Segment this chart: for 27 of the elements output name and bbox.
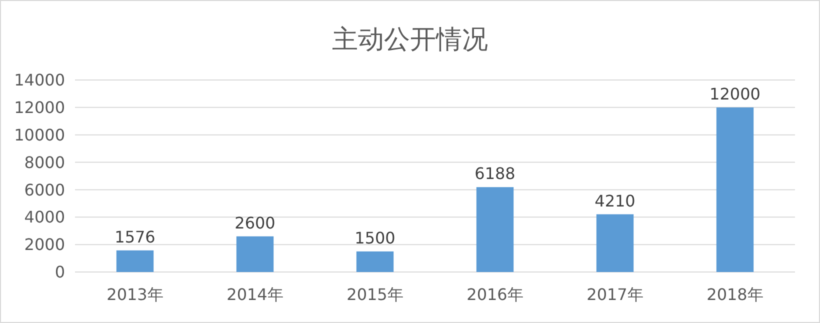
data-label: 6188 bbox=[474, 164, 516, 184]
y-tick-label: 12000 bbox=[14, 98, 65, 118]
bar bbox=[116, 250, 154, 272]
y-tick-label: 6000 bbox=[24, 180, 65, 200]
x-tick-label: 2014年 bbox=[226, 285, 284, 304]
data-label: 12000 bbox=[710, 84, 760, 104]
y-tick-label: 0 bbox=[54, 262, 65, 282]
bar bbox=[236, 236, 274, 272]
x-tick-label: 2017年 bbox=[586, 285, 644, 304]
x-tick-label: 2015年 bbox=[346, 285, 404, 304]
x-tick-label: 2016年 bbox=[466, 285, 524, 304]
bar bbox=[716, 107, 754, 272]
bar bbox=[476, 187, 514, 272]
data-label: 2600 bbox=[234, 213, 276, 232]
bar bbox=[596, 214, 634, 272]
data-label: 4210 bbox=[594, 191, 636, 210]
data-label: 1500 bbox=[354, 228, 396, 248]
y-tick-label: 2000 bbox=[24, 235, 65, 254]
data-label: 1576 bbox=[114, 227, 156, 246]
x-tick-label: 2018年 bbox=[706, 285, 764, 304]
chart-title: 主动公开情况 bbox=[332, 25, 488, 55]
x-tick-label: 2013年 bbox=[106, 285, 164, 304]
y-tick-label: 10000 bbox=[14, 125, 65, 144]
y-tick-label: 4000 bbox=[24, 208, 65, 227]
y-tick-label: 8000 bbox=[24, 152, 65, 172]
y-tick-label: 14000 bbox=[14, 70, 65, 90]
bar bbox=[356, 251, 394, 272]
